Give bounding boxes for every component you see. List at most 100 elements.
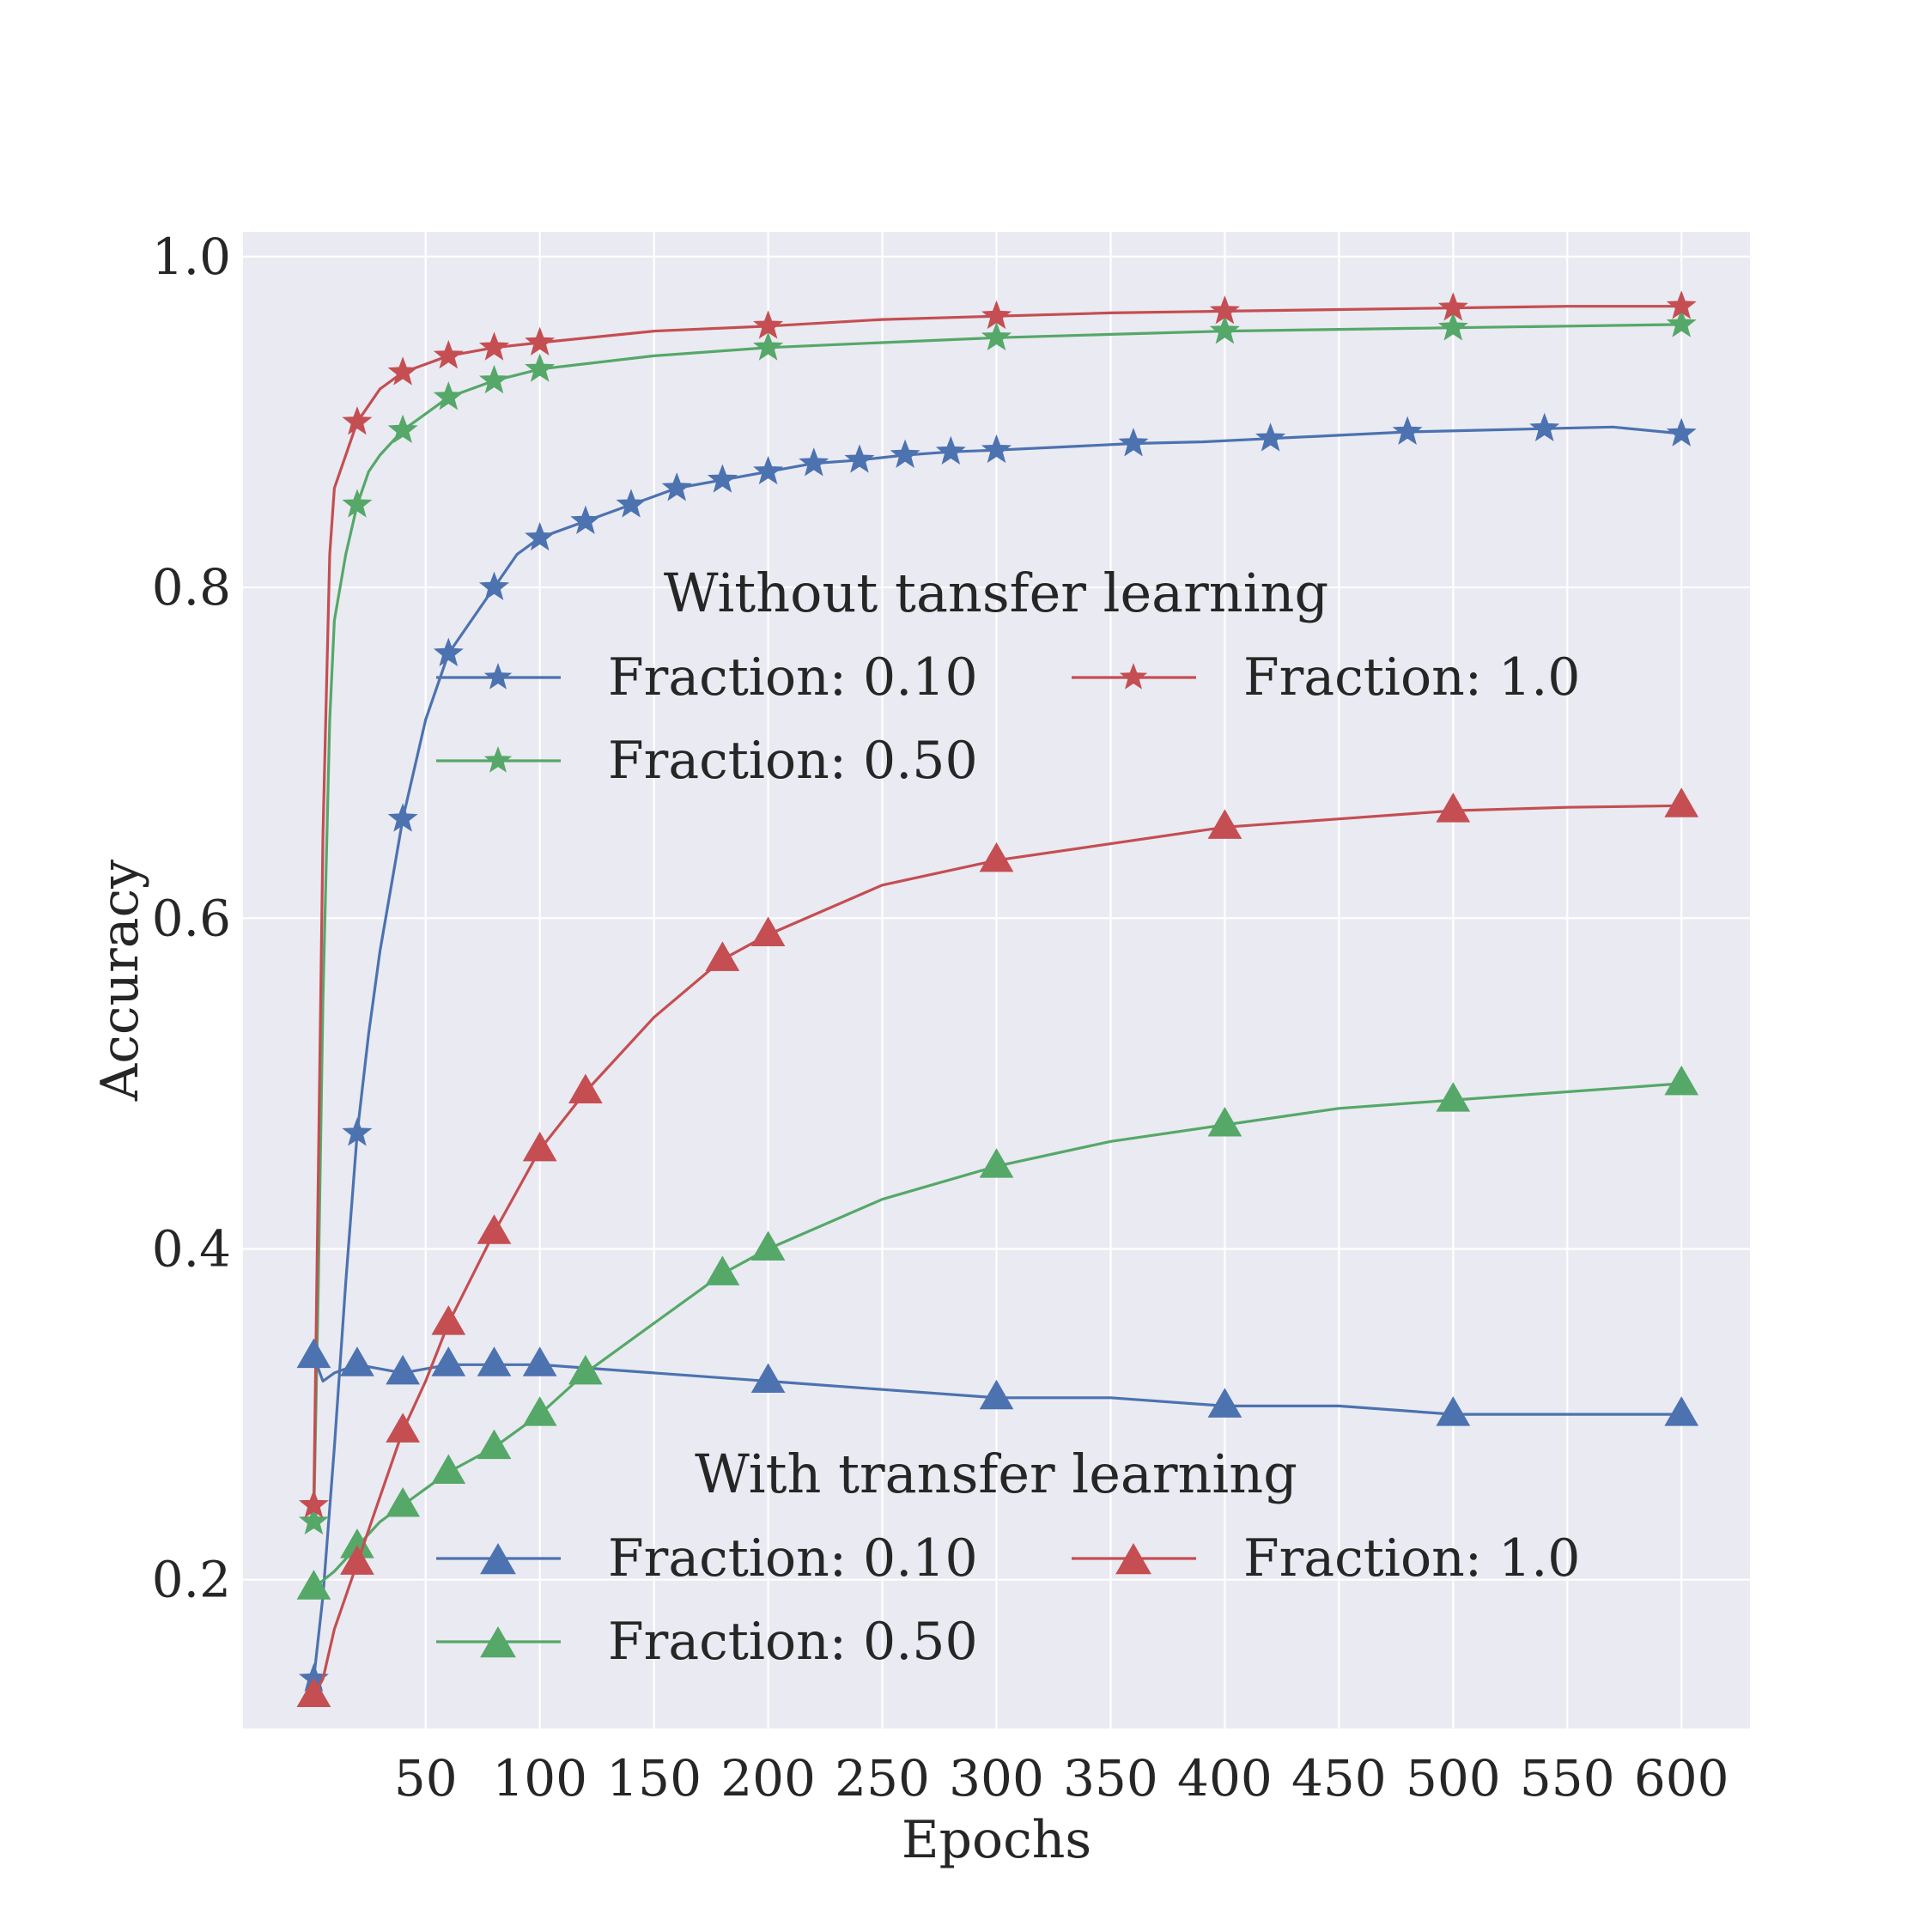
x-tick-label: 450 — [1291, 1749, 1387, 1807]
data-point — [522, 1346, 557, 1376]
legend-entry: Fraction: 1.0 — [1072, 1528, 1580, 1589]
data-point — [1664, 787, 1699, 817]
data-point — [1437, 312, 1468, 341]
data-point — [1436, 793, 1471, 823]
data-point — [525, 353, 556, 382]
series-line — [312, 323, 1682, 1522]
data-point — [1207, 1388, 1242, 1418]
x-tick-label: 350 — [1063, 1749, 1158, 1807]
data-point — [1255, 422, 1286, 452]
legend-label: Fraction: 0.50 — [608, 731, 978, 791]
data-point — [753, 310, 784, 339]
data-point — [753, 331, 784, 361]
y-tick-label: 0.4 — [152, 1219, 231, 1278]
data-point — [844, 444, 875, 473]
data-point — [981, 321, 1012, 351]
data-point — [387, 414, 418, 444]
legend-marker — [1115, 1543, 1151, 1575]
x-tick-label: 550 — [1520, 1749, 1615, 1807]
x-tick-label: 100 — [492, 1749, 587, 1807]
data-point — [477, 1346, 512, 1376]
data-point — [935, 435, 966, 465]
data-point — [431, 1346, 466, 1376]
data-point — [1664, 1065, 1699, 1096]
data-point — [433, 381, 464, 410]
data-point — [1666, 290, 1697, 319]
legends: Without tansfer learning Fraction: 0.10 Fr… — [436, 562, 1580, 1672]
legend-label: Fraction: 1.0 — [1243, 1528, 1580, 1589]
data-point — [387, 356, 418, 386]
x-tick-label: 400 — [1177, 1749, 1273, 1807]
data-point — [340, 1545, 374, 1575]
data-point — [750, 916, 786, 947]
data-point — [477, 1429, 512, 1460]
data-point — [522, 1396, 557, 1426]
data-point — [981, 434, 1012, 464]
data-point — [979, 841, 1014, 872]
data-point — [1118, 428, 1149, 457]
data-point — [296, 1570, 331, 1600]
data-point — [1207, 1107, 1242, 1137]
series-1 — [298, 308, 1697, 1535]
data-point — [298, 1489, 329, 1518]
data-point — [1437, 292, 1468, 321]
data-point — [707, 464, 738, 493]
data-point — [1666, 308, 1697, 337]
data-point — [1666, 417, 1697, 447]
data-point — [525, 521, 556, 551]
series-5 — [296, 787, 1699, 1707]
legend-title: With transfer learning — [695, 1443, 1297, 1505]
data-point — [431, 1305, 466, 1335]
data-point — [1209, 295, 1240, 325]
data-point — [1392, 416, 1423, 445]
data-point — [1529, 412, 1560, 442]
legend-entry: Fraction: 0.10 — [436, 647, 978, 708]
legend-label: Fraction: 0.10 — [608, 647, 978, 708]
data-point — [525, 326, 556, 355]
data-point — [478, 571, 510, 600]
data-point — [342, 489, 373, 518]
data-point — [522, 1131, 557, 1162]
data-point — [386, 1413, 421, 1443]
x-axis-label: Epochs — [902, 1810, 1091, 1870]
data-point — [750, 1230, 786, 1261]
legend-marker — [480, 1543, 516, 1575]
data-point — [296, 1338, 331, 1369]
series-line — [313, 804, 1682, 1697]
data-point — [753, 455, 784, 485]
y-axis-label: Accuracy — [90, 860, 150, 1102]
legend-label: Fraction: 1.0 — [1243, 647, 1580, 708]
legend-marker — [480, 1626, 516, 1658]
x-tick-label: 250 — [835, 1749, 930, 1807]
legend-entry: Fraction: 1.0 — [1072, 647, 1580, 708]
data-point — [661, 472, 692, 501]
data-point — [342, 1117, 373, 1146]
data-point — [979, 1379, 1014, 1410]
data-point — [1436, 1396, 1471, 1426]
data-point — [296, 1677, 331, 1707]
data-point — [705, 941, 740, 971]
data-point — [570, 505, 601, 534]
legend-label: Fraction: 0.10 — [608, 1528, 978, 1589]
data-point — [340, 1346, 374, 1376]
legend-0: Without tansfer learning Fraction: 0.10 Fr… — [436, 562, 1580, 791]
legend-1: With transfer learning Fraction: 0.10 Frac… — [436, 1443, 1580, 1672]
series-line — [312, 305, 1682, 1506]
data-point — [568, 1073, 603, 1103]
data-point — [616, 489, 647, 518]
data-point — [981, 300, 1012, 330]
tick-labels: 50 100 150 200 250 300 350 400 450 500 550 600 0.2 0.… — [152, 228, 1729, 1807]
legend-label: Fraction: 0.50 — [608, 1612, 978, 1672]
x-tick-label: 300 — [949, 1749, 1044, 1807]
y-tick-label: 1.0 — [152, 228, 231, 286]
data-point — [478, 364, 510, 394]
data-point — [478, 331, 510, 361]
data-point — [298, 1505, 329, 1535]
legend-entry: Fraction: 0.50 — [436, 1612, 978, 1672]
data-point — [890, 439, 920, 468]
series-4 — [296, 1065, 1699, 1600]
data-point — [342, 406, 373, 435]
data-point — [799, 447, 829, 477]
data-point — [1436, 1082, 1471, 1112]
